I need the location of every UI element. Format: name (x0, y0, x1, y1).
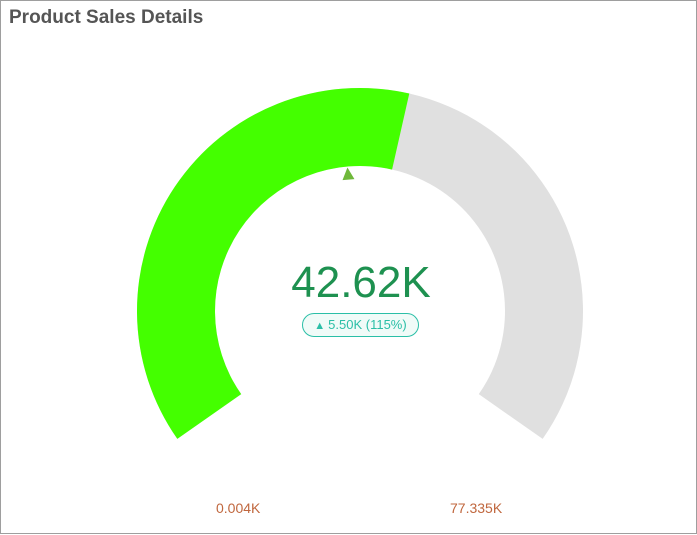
gauge-min-label: 0.004K (216, 500, 261, 516)
chart-title: Product Sales Details (9, 7, 204, 28)
gauge-value: 42.62K (291, 258, 431, 307)
gauge-value-arc (137, 88, 410, 439)
delta-badge: ▲ 5.50K (115%) (302, 313, 419, 337)
up-arrow-icon: ▲ (314, 320, 326, 332)
delta-text: 5.50K (115%) (328, 317, 407, 332)
gauge-max-label: 77.335K (450, 500, 503, 516)
gauge-target-marker (342, 167, 355, 181)
